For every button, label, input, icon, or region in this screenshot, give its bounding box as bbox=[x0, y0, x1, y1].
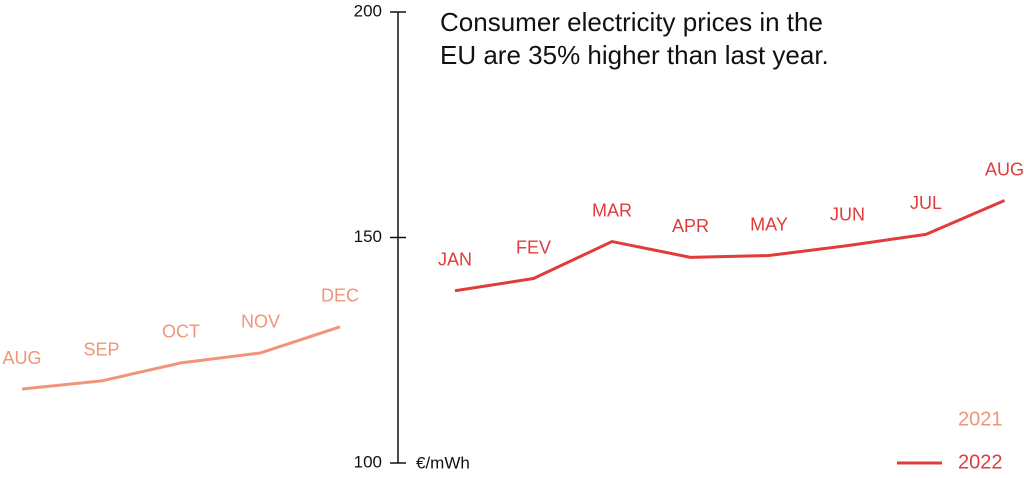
y-tick-label: 100 bbox=[354, 452, 382, 471]
series-line bbox=[454, 199, 1006, 293]
y-tick-label: 150 bbox=[354, 227, 382, 246]
category-label: APR bbox=[672, 216, 709, 236]
series-line bbox=[21, 325, 341, 391]
y-tick-label: 200 bbox=[354, 1, 382, 20]
category-label: AUG bbox=[985, 159, 1024, 179]
category-label: SEP bbox=[83, 340, 119, 360]
y-axis-label: €/mWh bbox=[416, 453, 470, 472]
category-label: JUN bbox=[830, 204, 865, 224]
legend-label: 2021 bbox=[958, 408, 1003, 430]
category-label: MAY bbox=[750, 214, 788, 234]
category-label: FEV bbox=[516, 237, 551, 257]
category-label: JAN bbox=[438, 249, 472, 269]
legend-label: 2022 bbox=[958, 451, 1003, 473]
category-label: JUL bbox=[910, 193, 942, 213]
category-label: DEC bbox=[321, 286, 359, 306]
category-label: MAR bbox=[592, 200, 632, 220]
chart-title: Consumer electricity prices in the EU ar… bbox=[440, 7, 829, 70]
category-label: NOV bbox=[241, 312, 280, 332]
category-label: OCT bbox=[162, 322, 200, 342]
category-label: AUG bbox=[2, 348, 41, 368]
